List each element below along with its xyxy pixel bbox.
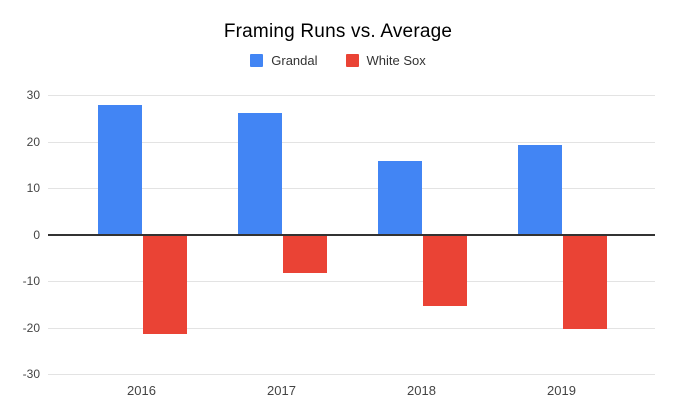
gridline-y--30	[48, 374, 655, 375]
y-axis-tick-10: 10	[26, 181, 40, 195]
x-axis-tick-2018: 2018	[407, 383, 436, 398]
chart-title: Framing Runs vs. Average	[223, 21, 453, 42]
plot-area	[48, 95, 655, 375]
gridline-y-30	[48, 95, 655, 96]
y-axis-tick--30: -30	[22, 367, 40, 381]
gridline-y--10	[48, 281, 655, 282]
legend-item-white-sox: White Sox	[345, 53, 426, 68]
legend-swatch-grandal	[250, 54, 264, 67]
gridline-y-10	[48, 188, 655, 189]
x-axis-tick-2019: 2019	[547, 383, 576, 398]
legend-label-white-sox: White Sox	[366, 53, 426, 68]
bar-white-sox-2016	[142, 235, 187, 335]
y-axis-tick-30: 30	[26, 88, 40, 102]
y-axis-tick-20: 20	[26, 134, 40, 149]
y-axis-tick--20: -20	[22, 320, 40, 335]
legend-label-grandal: Grandal	[271, 53, 318, 68]
gridline-y--20	[48, 327, 655, 329]
bar-white-sox-2019	[562, 235, 607, 329]
bar-white-sox-2017	[282, 235, 327, 274]
chart-legend: Grandal White Sox	[0, 53, 676, 68]
x-axis-tick-2017: 2017	[267, 383, 296, 398]
bar-grandal-2019	[517, 145, 562, 235]
bar-white-sox-2018	[422, 235, 467, 307]
bar-grandal-2016	[97, 104, 142, 235]
legend-item-grandal: Grandal	[250, 53, 318, 68]
y-axis-tick-0: 0	[33, 227, 40, 242]
zero-axis-line	[48, 233, 655, 236]
bar-grandal-2018	[377, 161, 422, 235]
gridline-y-20	[48, 141, 655, 143]
legend-swatch-white-sox	[345, 54, 359, 67]
y-axis-tick--10: -10	[22, 274, 40, 288]
bar-grandal-2017	[237, 113, 282, 235]
x-axis-tick-2016: 2016	[127, 383, 156, 398]
